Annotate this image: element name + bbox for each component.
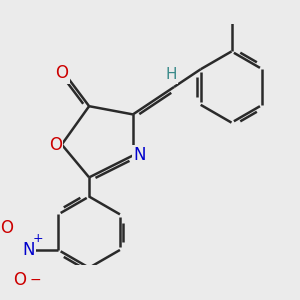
Text: O: O (14, 271, 26, 289)
Text: H: H (166, 68, 177, 82)
Text: N: N (133, 146, 146, 164)
Text: O: O (55, 64, 68, 82)
Text: O: O (49, 136, 62, 154)
Text: N: N (22, 241, 34, 259)
Text: +: + (33, 232, 44, 245)
Text: −: − (30, 273, 41, 287)
Text: O: O (0, 219, 13, 237)
